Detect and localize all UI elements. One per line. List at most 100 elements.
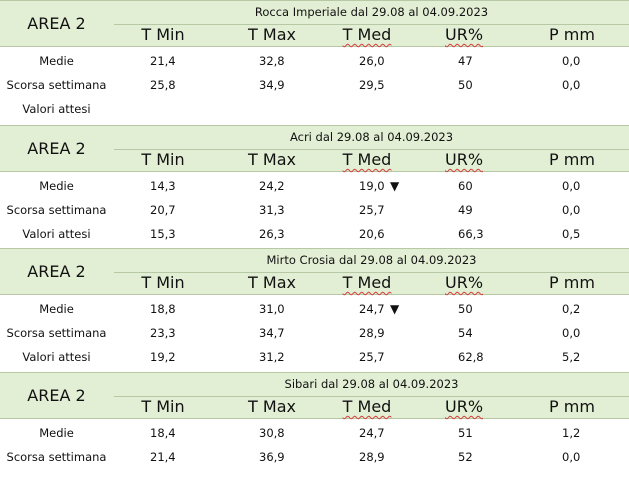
value-cell: 66,3 [458, 227, 484, 241]
row-label: Medie [39, 426, 74, 440]
divider [114, 272, 629, 273]
value-cell: 0,0 [562, 179, 581, 193]
value-cell: 49 [458, 203, 473, 217]
value-cell: 36,9 [259, 450, 285, 464]
row-label: Scorsa settimana [6, 450, 107, 464]
value-cell: 28,9 [359, 450, 385, 464]
divider [0, 46, 629, 47]
value-cell: 32,8 [259, 54, 285, 68]
column-header: T Min [141, 273, 185, 292]
value-cell: 14,3 [150, 179, 176, 193]
value-cell: 50 [458, 302, 473, 316]
divider [0, 125, 629, 126]
value-cell: 0,2 [562, 302, 581, 316]
value-cell: 18,8 [150, 302, 176, 316]
row-label: Valori attesi [22, 227, 91, 241]
divider [0, 0, 629, 1]
station-title: Sibari dal 29.08 al 04.09.2023 [284, 377, 459, 391]
value-cell: 0,0 [562, 78, 581, 92]
column-header: P mm [549, 150, 595, 169]
row-label: Scorsa settimana [6, 203, 107, 217]
value-cell: 34,7 [259, 326, 285, 340]
divider [0, 418, 629, 419]
divider [0, 372, 629, 373]
column-header: T Med [322, 149, 412, 171]
value-cell: 15,3 [150, 227, 176, 241]
value-cell: 60 [458, 179, 473, 193]
block-header: AREA 2 Rocca Imperiale dal 29.08 al 04.09… [0, 0, 629, 47]
block-header: AREA 2 Acri dal 29.08 al 04.09.2023 T Min T… [0, 125, 629, 172]
column-header: UR% [419, 149, 509, 171]
area-label: AREA 2 [27, 139, 86, 158]
column-header: UR% [419, 396, 509, 418]
column-header: UR% [419, 272, 509, 294]
value-cell: 19,2 [150, 350, 176, 364]
station-title: Rocca Imperiale dal 29.08 al 04.09.2023 [254, 5, 489, 19]
value-cell: 52 [458, 450, 473, 464]
row-label: Valori attesi [22, 102, 91, 116]
value-cell: 29,5 [359, 78, 385, 92]
value-cell: 25,8 [150, 78, 176, 92]
value-cell: 20,6 [359, 227, 385, 241]
divider [0, 294, 629, 295]
value-cell: 51 [458, 426, 473, 440]
column-header-text: UR% [444, 397, 484, 416]
value-cell: 31,3 [259, 203, 285, 217]
value-cell: 62,8 [458, 350, 484, 364]
column-header: P mm [549, 397, 595, 416]
column-header-text: T Med [342, 25, 392, 44]
value-cell: 25,7 [359, 203, 385, 217]
value-cell: 0,0 [562, 54, 581, 68]
value-cell: 47 [458, 54, 473, 68]
station-block: AREA 2 Sibari dal 29.08 al 04.09.2023 T Mi… [0, 372, 629, 496]
column-header-text: UR% [444, 273, 484, 292]
row-label: Medie [39, 54, 74, 68]
value-cell: 26,0 [359, 54, 385, 68]
column-header-text: T Med [342, 150, 392, 169]
row-label: Medie [39, 302, 74, 316]
divider [0, 248, 629, 249]
divider [0, 171, 629, 172]
area-label: AREA 2 [27, 14, 86, 33]
column-header: T Med [322, 272, 412, 294]
value-cell: 20,7 [150, 203, 176, 217]
value-cell: 23,3 [150, 326, 176, 340]
station-block: AREA 2 Mirto Crosia dal 29.08 al 04.09.20… [0, 248, 629, 372]
station-block: AREA 2 Acri dal 29.08 al 04.09.2023 T Min T… [0, 125, 629, 249]
divider [114, 149, 629, 150]
column-header-text: T Med [342, 273, 392, 292]
column-header-text: T Med [342, 397, 392, 416]
value-cell: 5,2 [562, 350, 581, 364]
row-label: Medie [39, 179, 74, 193]
area-label: AREA 2 [27, 386, 86, 405]
station-block: AREA 2 Rocca Imperiale dal 29.08 al 04.09… [0, 0, 629, 124]
column-header: P mm [549, 25, 595, 44]
column-header: T Max [248, 150, 296, 169]
column-header: P mm [549, 273, 595, 292]
value-cell: 24,2 [259, 179, 285, 193]
column-header: UR% [419, 24, 509, 46]
value-cell: 24,7 [359, 426, 385, 440]
block-header: AREA 2 Mirto Crosia dal 29.08 al 04.09.20… [0, 248, 629, 295]
column-header: T Min [141, 397, 185, 416]
row-label: Scorsa settimana [6, 326, 107, 340]
column-header: T Min [141, 150, 185, 169]
divider [114, 24, 629, 25]
value-cell: 21,4 [150, 450, 176, 464]
value-cell: 0,0 [562, 203, 581, 217]
value-cell: 18,4 [150, 426, 176, 440]
value-cell: 26,3 [259, 227, 285, 241]
value-cell: 50 [458, 78, 473, 92]
column-header: T Min [141, 25, 185, 44]
column-header-text: UR% [444, 25, 484, 44]
value-cell: 30,8 [259, 426, 285, 440]
value-cell: 1,2 [562, 426, 581, 440]
value-cell: 28,9 [359, 326, 385, 340]
column-header: T Max [248, 25, 296, 44]
column-header: T Med [322, 24, 412, 46]
down-arrow-icon: ▼ [390, 302, 400, 316]
column-header-text: UR% [444, 150, 484, 169]
station-title: Acri dal 29.08 al 04.09.2023 [289, 130, 454, 144]
value-cell: 24,7 [359, 302, 385, 316]
value-cell: 21,4 [150, 54, 176, 68]
